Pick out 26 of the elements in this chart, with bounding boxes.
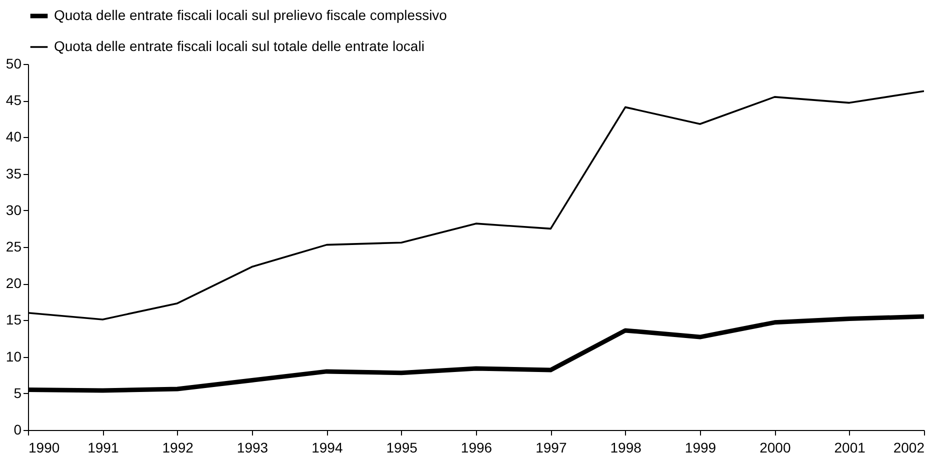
y-tick-label: 35 <box>6 165 22 182</box>
y-tick-label: 15 <box>6 312 22 328</box>
y-tick-label: 25 <box>6 238 22 254</box>
x-tick-label: 2000 <box>760 440 791 456</box>
x-tick-label: 1997 <box>536 440 567 456</box>
y-tick-label: 0 <box>14 422 22 438</box>
y-tick-label: 45 <box>6 92 22 108</box>
legend-label: Quota delle entrate fiscali locali sul totale delle entrate locali <box>54 38 424 54</box>
x-tick-label: 1996 <box>460 440 492 456</box>
y-tick-label: 20 <box>6 275 22 292</box>
x-tick-label: 2002 <box>893 440 925 456</box>
y-tick-label: 30 <box>6 202 22 218</box>
x-tick-label: 1999 <box>684 440 716 456</box>
x-tick-label: 1990 <box>28 440 60 456</box>
x-tick-label: 2001 <box>834 440 866 456</box>
y-tick-label: 50 <box>6 56 22 72</box>
x-tick-label: 1994 <box>312 440 343 456</box>
y-tick-label: 10 <box>6 348 22 364</box>
x-tick-label: 1995 <box>386 440 418 456</box>
x-tick-label: 1991 <box>88 440 119 456</box>
y-tick-label: 5 <box>14 384 22 401</box>
x-tick-label: 1998 <box>610 440 642 456</box>
y-tick-label: 40 <box>6 128 22 145</box>
x-tick-label: 1992 <box>162 440 194 456</box>
x-tick-label: 1993 <box>236 440 268 456</box>
legend-label: Quota delle entrate fiscali locali sul prelievo fiscale complessivo <box>54 7 448 23</box>
